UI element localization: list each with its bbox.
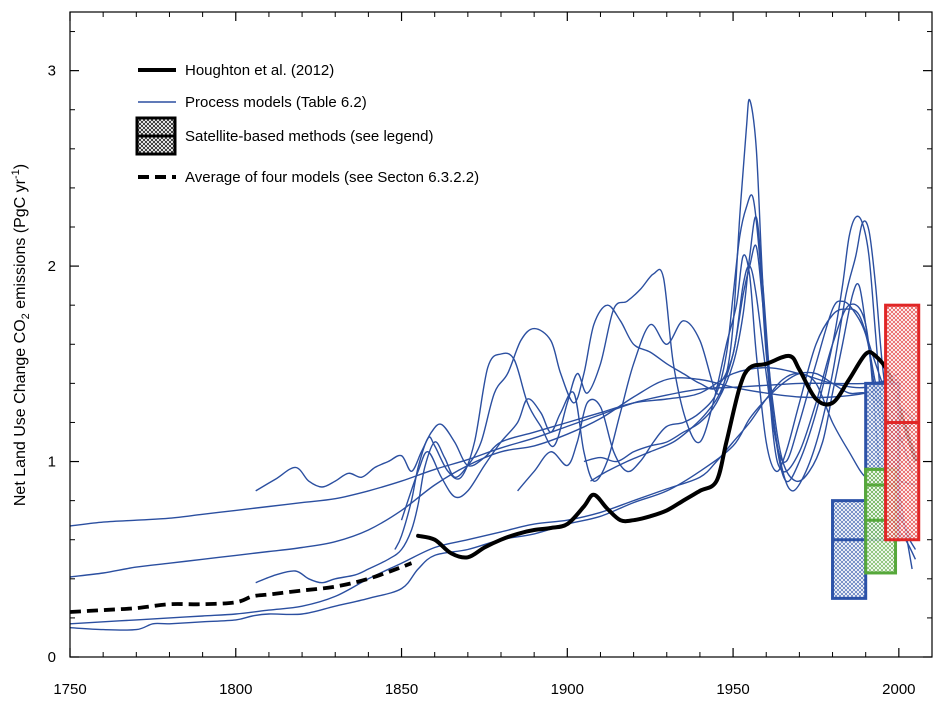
series-layer bbox=[69, 98, 918, 631]
process-model-line-7 bbox=[394, 254, 913, 550]
x-tick-label-1950: 1950 bbox=[716, 681, 749, 698]
legend: Houghton et al. (2012) Process models (T… bbox=[135, 62, 479, 186]
y-tick-label-0: 0 bbox=[48, 649, 56, 666]
process-model-line-6 bbox=[255, 265, 913, 584]
process-model-line-9 bbox=[517, 194, 917, 550]
process-model-line-3 bbox=[69, 372, 916, 625]
legend-label-houghton: Houghton et al. (2012) bbox=[185, 62, 334, 79]
y-axis-title: Net Land Use Change CO2 emissions (PgC y… bbox=[10, 164, 32, 506]
process-model-line-5 bbox=[255, 366, 900, 492]
x-tick-label-2000: 2000 bbox=[882, 681, 915, 698]
x-tick-label-1850: 1850 bbox=[385, 681, 418, 698]
legend-label-process: Process models (Table 6.2) bbox=[185, 94, 367, 111]
process-model-line-11 bbox=[590, 244, 913, 541]
houghton-line bbox=[416, 350, 918, 560]
x-tick-label-1750: 1750 bbox=[53, 681, 86, 698]
process-model-line-1 bbox=[69, 378, 899, 527]
satellite-boxes bbox=[831, 303, 921, 600]
process-model-line-4 bbox=[69, 371, 916, 631]
y-tick-label-2: 2 bbox=[48, 258, 56, 275]
legend-swatch-box bbox=[135, 116, 177, 156]
x-tick-label-1900: 1900 bbox=[551, 681, 584, 698]
y-tick-label-1: 1 bbox=[48, 454, 56, 471]
satellite-box-red-5 bbox=[884, 303, 921, 542]
legend-label-average: Average of four models (see Secton 6.3.2… bbox=[185, 169, 479, 186]
satellite-box-blue-1 bbox=[831, 499, 868, 600]
legend-label-satellite: Satellite-based methods (see legend) bbox=[185, 128, 433, 145]
axis-ticks: 1750 1800 1850 1900 1950 2000 0 1 2 3 bbox=[48, 12, 932, 698]
y-tick-label-3: 3 bbox=[48, 63, 56, 80]
x-tick-label-1800: 1800 bbox=[219, 681, 252, 698]
process-model-line-10 bbox=[583, 216, 913, 570]
average-four-models-line bbox=[69, 561, 413, 614]
